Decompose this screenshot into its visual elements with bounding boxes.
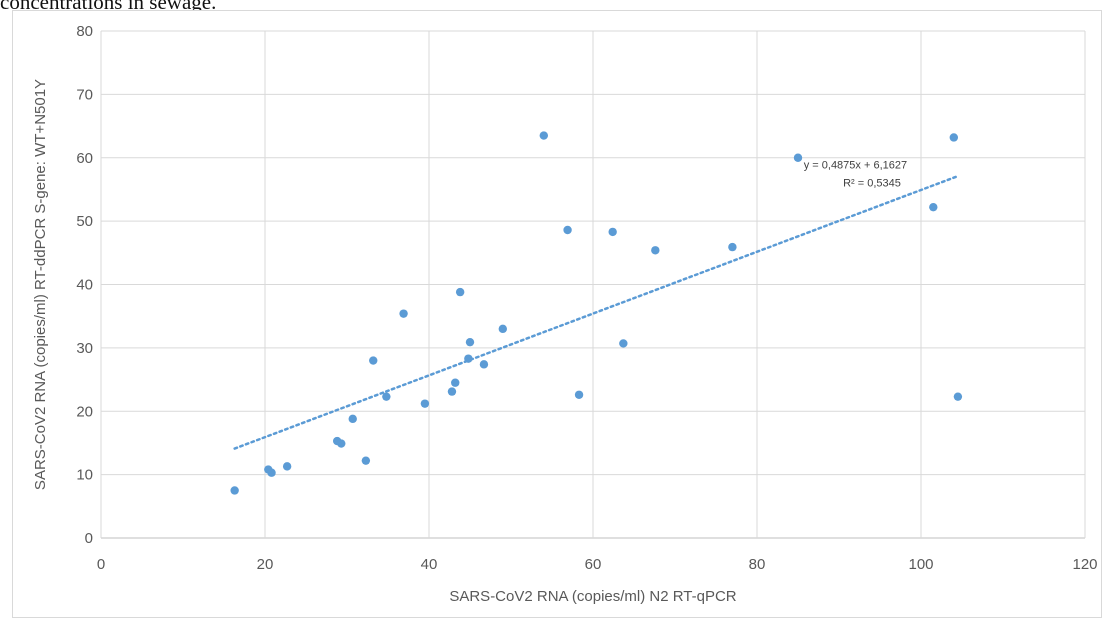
gridlines <box>100 30 1086 539</box>
data-point <box>382 392 391 401</box>
data-point <box>369 356 378 365</box>
trendline-r-squared: R² = 0,5345 <box>843 177 901 189</box>
x-tick-label: 120 <box>1072 556 1097 573</box>
data-point <box>539 131 548 140</box>
y-tick-label: 20 <box>76 403 93 420</box>
data-point <box>498 324 507 334</box>
x-tick-label: 100 <box>908 556 933 573</box>
x-axis-title: SARS-CoV2 RNA (copies/ml) N2 RT-qPCR <box>449 588 736 605</box>
trendline <box>233 174 960 450</box>
data-point <box>361 456 371 465</box>
y-tick-label: 40 <box>76 277 93 294</box>
data-point <box>793 153 803 162</box>
y-tick-label: 10 <box>76 467 93 484</box>
y-axis-ticks: 0 10 20 30 40 50 60 70 80 <box>76 23 93 547</box>
trendline-group <box>233 174 960 450</box>
x-axis-ticks: 0 20 40 60 80 100 120 <box>97 556 1098 573</box>
data-point <box>563 225 572 235</box>
data-point <box>728 242 737 252</box>
y-tick-label: 50 <box>76 213 93 230</box>
data-point <box>479 360 489 369</box>
data-point <box>230 486 239 495</box>
data-point <box>348 414 357 424</box>
data-point <box>420 399 430 408</box>
trendline-equation: y = 0,4875x + 6,1627 <box>804 160 907 172</box>
y-tick-label: 70 <box>76 86 93 103</box>
y-tick-label: 30 <box>76 340 93 357</box>
data-point <box>399 309 408 318</box>
data-points <box>230 131 963 495</box>
data-point <box>574 390 584 399</box>
x-tick-label: 20 <box>257 556 274 573</box>
data-point <box>608 227 617 237</box>
y-tick-label: 60 <box>76 150 93 167</box>
data-point <box>953 392 963 401</box>
data-point <box>465 337 475 347</box>
x-tick-label: 60 <box>585 556 602 573</box>
data-point <box>949 133 958 142</box>
x-tick-label: 80 <box>749 556 766 573</box>
data-point <box>451 378 460 387</box>
data-point <box>267 468 276 477</box>
data-point <box>651 246 660 255</box>
x-tick-label: 0 <box>97 556 105 573</box>
data-point <box>455 287 465 297</box>
data-point <box>337 439 346 448</box>
x-tick-label: 40 <box>421 556 438 573</box>
y-tick-label: 0 <box>85 530 93 547</box>
chart-frame <box>12 10 1102 618</box>
y-tick-label: 80 <box>76 23 93 40</box>
data-point <box>929 202 938 212</box>
data-point <box>619 339 628 348</box>
data-point <box>282 462 292 471</box>
y-axis-title: SARS-CoV2 RNA (copies/ml) RT-ddPCR S-gen… <box>32 79 49 490</box>
data-point <box>447 387 457 396</box>
data-point <box>464 354 473 363</box>
